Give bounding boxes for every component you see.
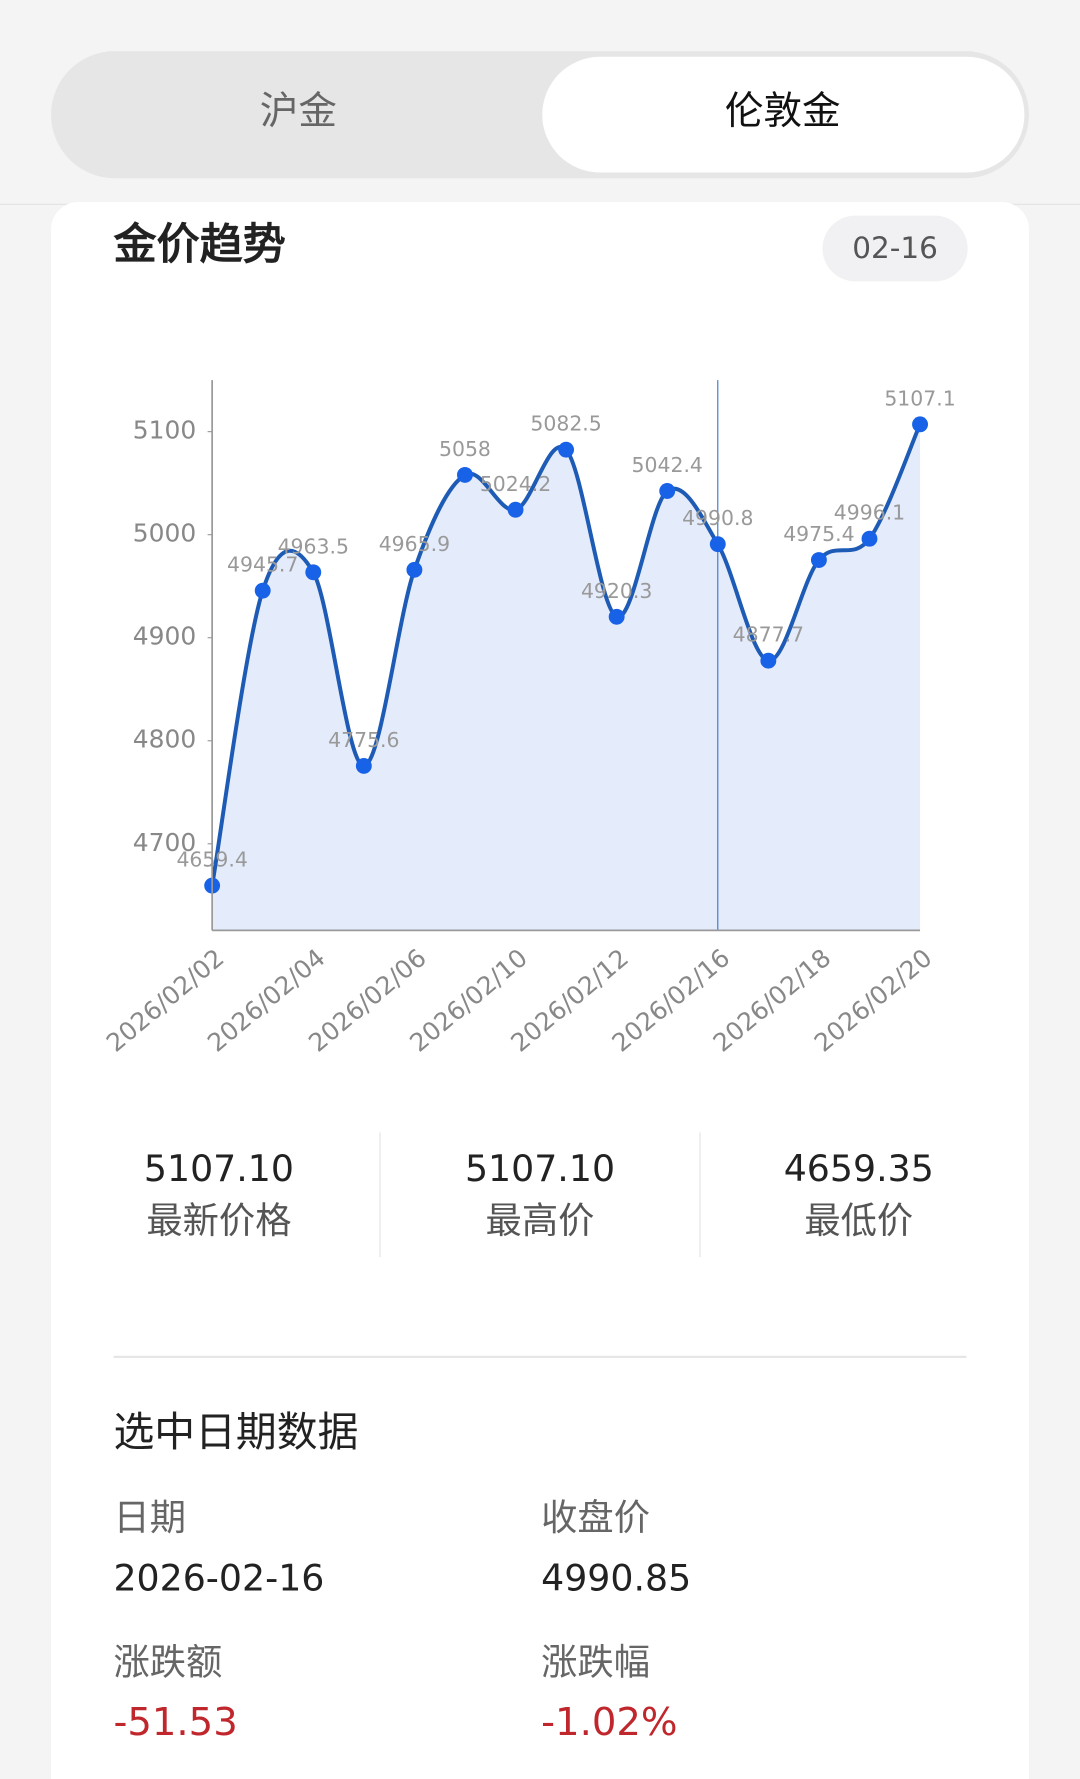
point — [507, 501, 524, 518]
data-label: 4877.7 — [733, 623, 804, 647]
y-tick-label: 4900 — [133, 622, 196, 651]
point — [254, 582, 271, 599]
point — [912, 416, 928, 433]
data-label: 4990.8 — [682, 506, 753, 530]
area — [212, 424, 921, 931]
tab[interactable]: 伦敦金 — [725, 89, 841, 134]
field-value: 4990.85 — [541, 1556, 691, 1599]
stat-value: 5107.10 — [144, 1147, 294, 1190]
stat-label: 最新价格 — [146, 1199, 291, 1242]
field-label: 收盘价 — [541, 1496, 650, 1539]
field-value: -1.02% — [541, 1700, 677, 1745]
card-title: 金价趋势 — [113, 220, 285, 270]
point — [760, 652, 777, 669]
data-label: 4975.4 — [783, 522, 854, 546]
stat-value: 5107.10 — [465, 1147, 615, 1190]
data-label: 5107.1 — [884, 386, 955, 410]
data-label: 5042.4 — [632, 453, 703, 477]
data-label: 4945.7 — [227, 553, 298, 577]
data-label: 5058 — [439, 437, 491, 461]
point — [810, 552, 827, 568]
field-value: 2026-02-16 — [113, 1556, 324, 1599]
y-tick-label: 4800 — [133, 725, 196, 754]
date-badge-text: 02-16 — [852, 231, 938, 265]
field-value: -51.53 — [113, 1700, 237, 1745]
point — [457, 466, 473, 483]
point — [355, 757, 372, 774]
data-label: 5082.5 — [530, 412, 601, 436]
data-label: 4920.3 — [581, 579, 652, 603]
y-tick-label: 4700 — [133, 828, 196, 857]
data-label: 4965.9 — [379, 532, 450, 556]
data-label: 4775.6 — [328, 728, 399, 752]
y-tick-label: 5000 — [133, 519, 196, 548]
point — [558, 441, 575, 458]
field-label: 日期 — [113, 1496, 186, 1539]
point — [406, 561, 423, 578]
active-tab[interactable] — [542, 56, 1025, 173]
point — [305, 564, 322, 581]
field-label: 涨跌幅 — [541, 1640, 650, 1683]
point — [861, 530, 878, 547]
date-badge[interactable] — [822, 215, 968, 282]
stat-label: 最高价 — [486, 1199, 595, 1242]
y-tick-label: 5100 — [133, 416, 196, 445]
point — [709, 536, 726, 553]
data-label: 5024.2 — [480, 472, 551, 496]
point — [608, 608, 625, 625]
tab[interactable]: 沪金 — [260, 89, 337, 134]
point — [659, 483, 676, 499]
stat-label: 最低价 — [804, 1199, 913, 1242]
data-label: 4996.1 — [834, 501, 905, 525]
stat-value: 4659.35 — [784, 1147, 934, 1190]
data-label: 4963.5 — [278, 534, 349, 558]
section-title: 选中日期数据 — [113, 1408, 358, 1456]
field-label: 涨跌额 — [113, 1640, 222, 1683]
